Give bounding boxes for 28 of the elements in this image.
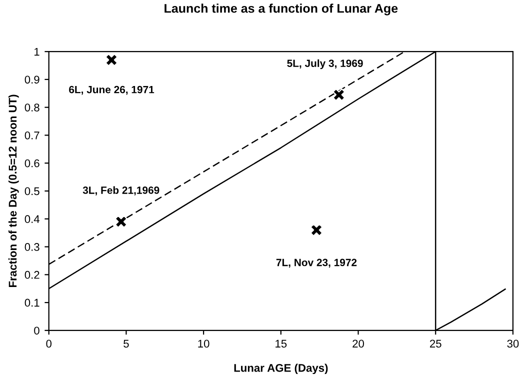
y-tick-label: 0.4 [24, 215, 40, 224]
y-tick-label: 0.3 [24, 243, 40, 251]
y-tick-label: 0.8 [24, 104, 40, 112]
x-axis-title: Lunar AGE (Days) [234, 364, 328, 374]
point [114, 215, 128, 228]
annotation: 3L, Feb 21,1969 [82, 186, 160, 196]
y-tick-label: 0.7 [24, 131, 40, 140]
point [332, 88, 346, 102]
chart-title: Launch time as a function of Lunar Age [164, 4, 398, 16]
x-tick-label: 25 [430, 340, 442, 348]
annotation: 5L, July 3, 1969 [287, 59, 363, 70]
y-axis-title: Fraction of the Day (0.5=12 noon UT) [8, 94, 19, 288]
point [105, 54, 118, 66]
y-tick-label: 0.1 [24, 298, 40, 307]
y-tick-label: 0.5 [24, 187, 40, 196]
x-tick-label: 10 [198, 340, 210, 348]
y-tick-label: 0.6 [24, 159, 40, 168]
x-tick-label: 30 [507, 340, 519, 348]
annotation: 6L, June 26, 1971 [69, 86, 154, 95]
annotation: 7L, Nov 23, 1972 [276, 258, 357, 268]
x-tick-label: 15 [276, 340, 287, 348]
x-tick-label: 0 [46, 340, 52, 348]
x-tick-label: 5 [124, 340, 129, 348]
y-tick-label: 0.9 [24, 76, 40, 84]
y-tick-label: 1 [34, 48, 40, 56]
y-tick-label: 0 [34, 326, 40, 335]
x-tick-label: 20 [352, 340, 364, 348]
y-tick-label: 0.2 [24, 270, 40, 279]
